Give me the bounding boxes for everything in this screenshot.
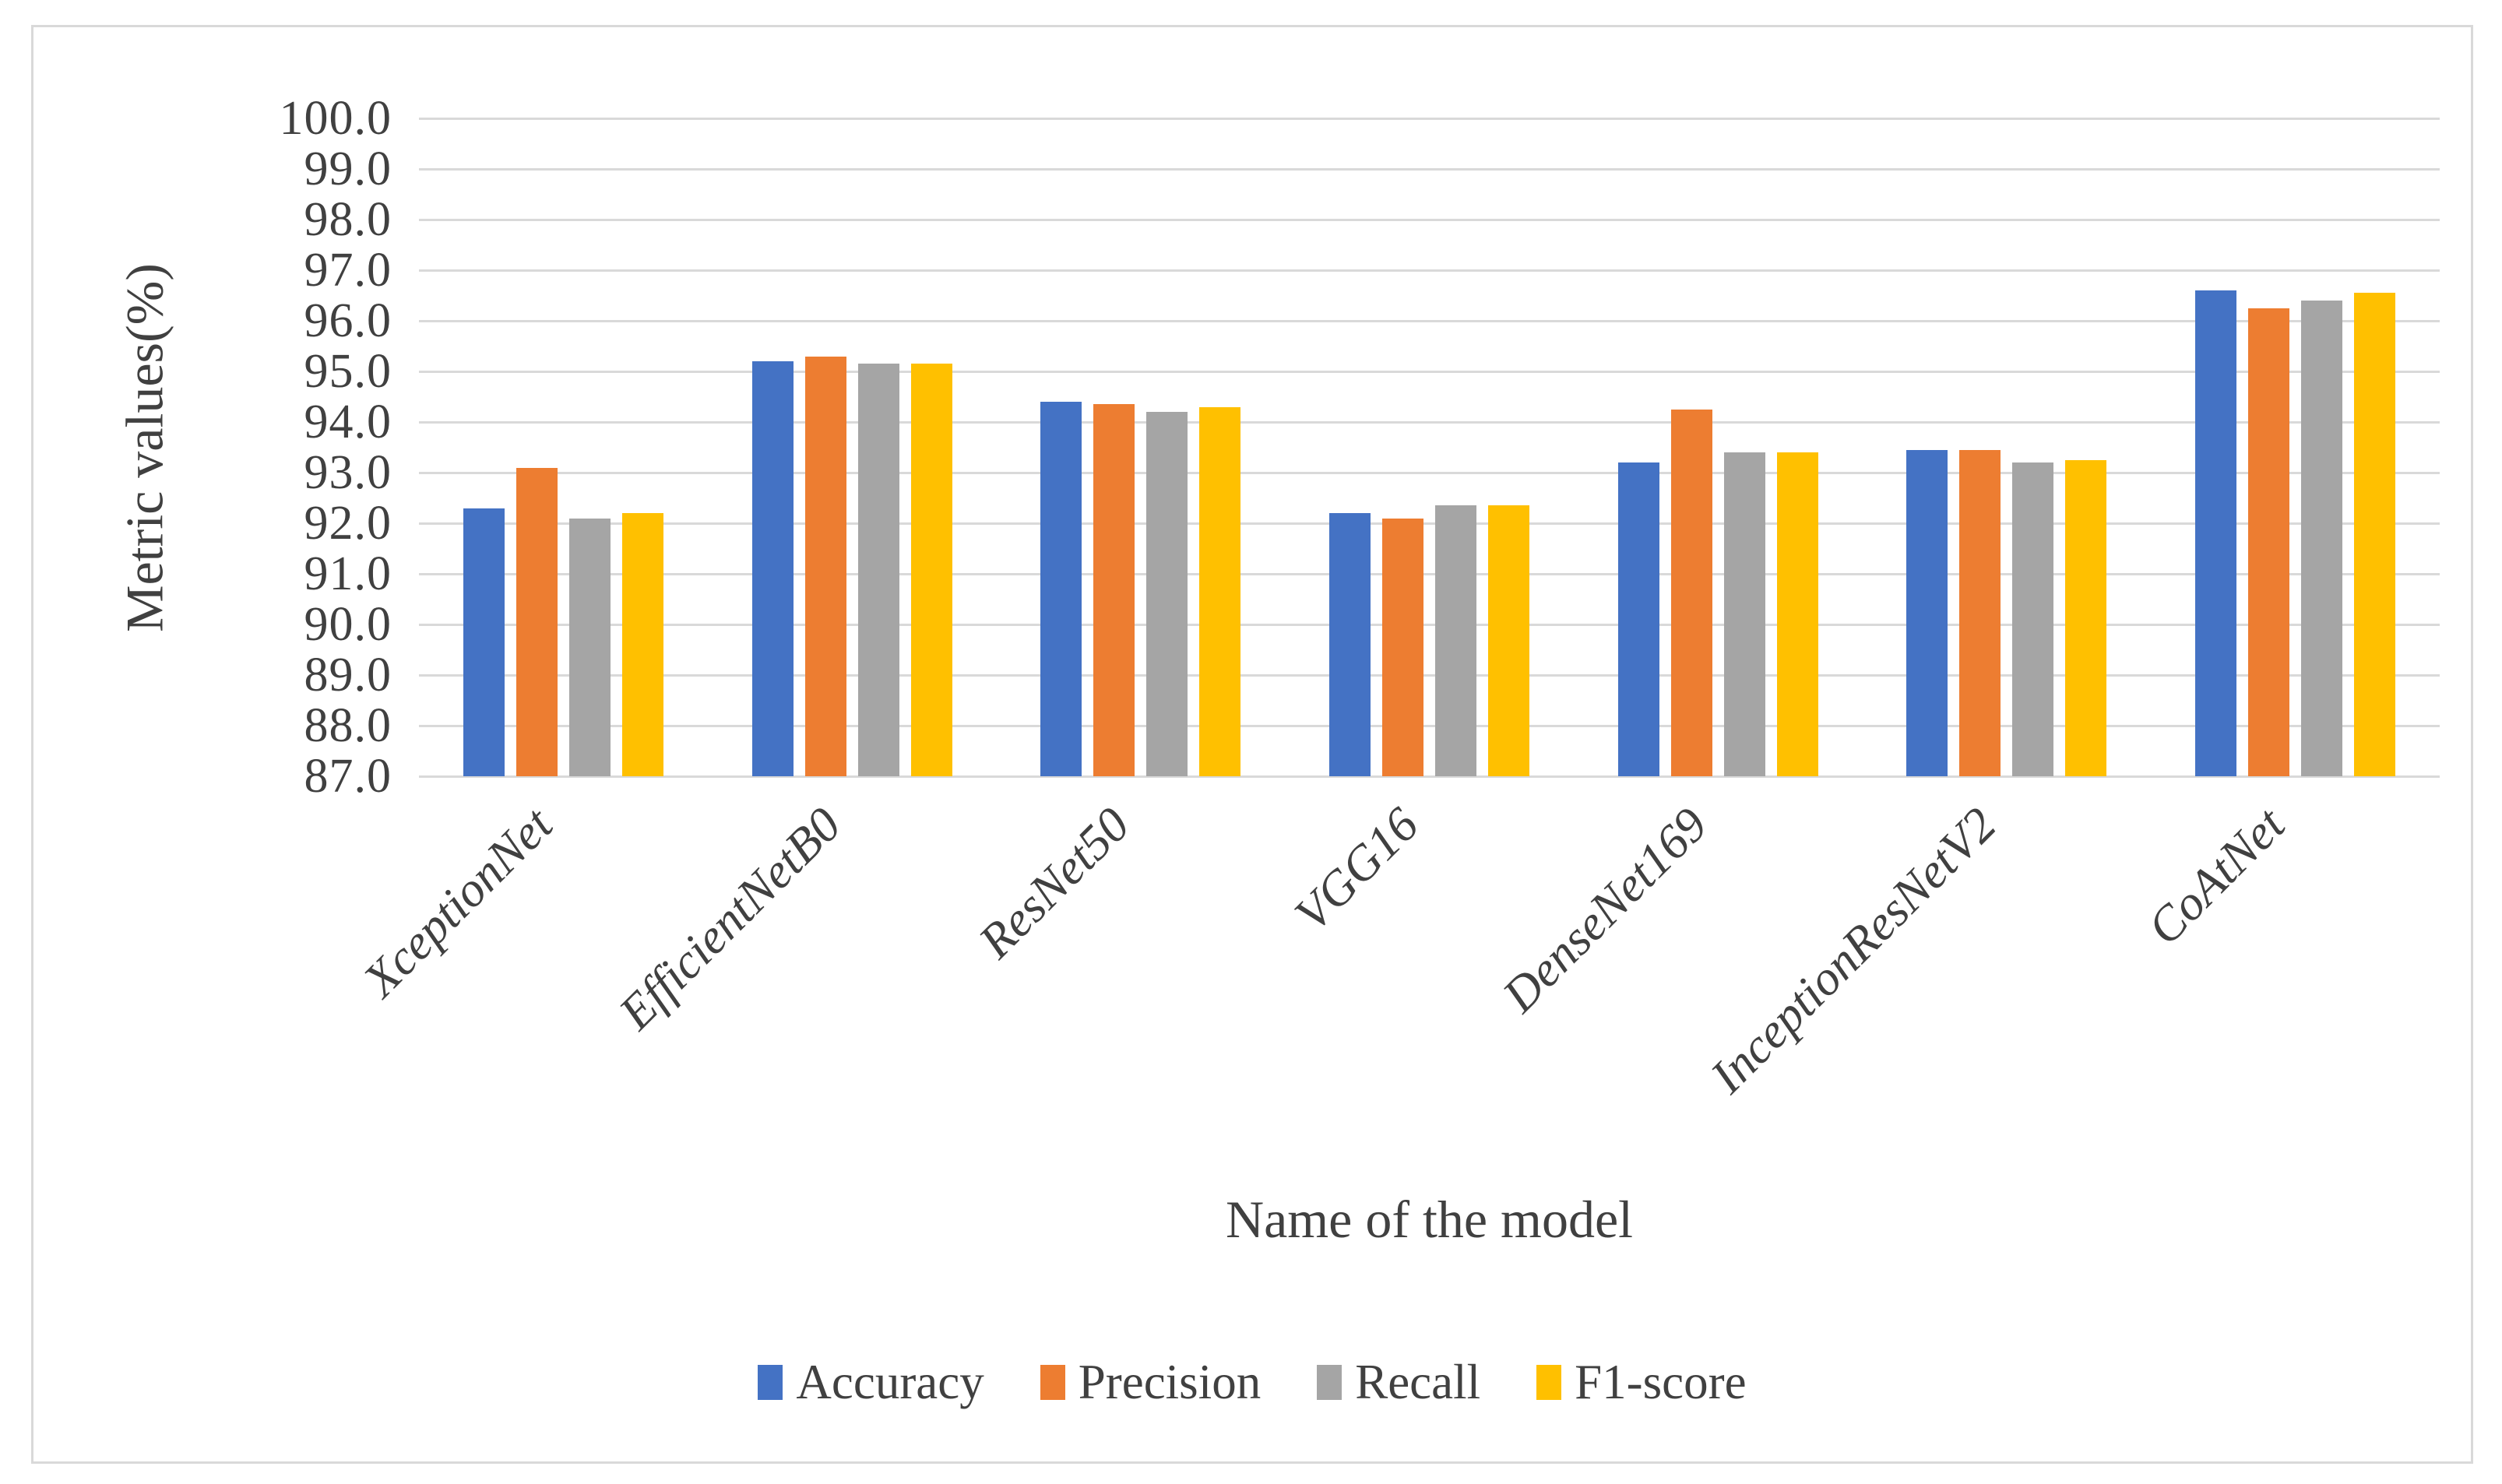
y-tick-label: 96.0 [304, 294, 392, 347]
legend-marker-icon [1536, 1364, 1562, 1400]
plot-area [419, 117, 2440, 778]
gridline [419, 673, 2440, 677]
gridline [419, 319, 2440, 322]
legend-item-f1-score: F1-score [1536, 1355, 1747, 1409]
y-tick-label: 93.0 [304, 446, 392, 499]
y-tick-label: 92.0 [304, 497, 392, 550]
bar-f1-score-inceptionresnetv2 [2065, 459, 2107, 776]
y-tick-label: 97.0 [304, 244, 392, 297]
bar-recall-densenet169 [1723, 452, 1765, 776]
gridline [419, 370, 2440, 373]
bar-recall-coatnet [2301, 301, 2343, 776]
legend-label: Accuracy [796, 1355, 984, 1409]
y-tick-label: 98.0 [304, 193, 392, 246]
legend-label: Recall [1355, 1355, 1481, 1409]
y-tick-label: 94.0 [304, 396, 392, 448]
gridline [419, 623, 2440, 626]
legend-marker-icon [1317, 1364, 1342, 1400]
bar-accuracy-vgg16 [1329, 513, 1371, 776]
legend-label: F1-score [1575, 1355, 1747, 1409]
bar-precision-efficientnetb0 [804, 356, 846, 776]
gridline [419, 218, 2440, 221]
bar-accuracy-densenet169 [1617, 462, 1659, 776]
y-tick-label: 87.0 [304, 750, 392, 803]
bar-precision-inceptionresnetv2 [1959, 449, 2001, 776]
legend-item-precision: Precision [1040, 1355, 1261, 1409]
bar-f1-score-xceptionnet [621, 513, 663, 776]
legend-marker-icon [1040, 1364, 1065, 1400]
y-tick-label: 90.0 [304, 598, 392, 651]
x-axis-title: Name of the model [1225, 1190, 1634, 1249]
bar-precision-densenet169 [1670, 409, 1712, 776]
bar-accuracy-coatnet [2195, 290, 2237, 776]
bar-f1-score-coatnet [2354, 293, 2396, 776]
bar-recall-xceptionnet [568, 518, 611, 776]
gridline [419, 167, 2440, 171]
gridline [419, 471, 2440, 474]
bar-f1-score-efficientnetb0 [910, 364, 952, 776]
bar-accuracy-xceptionnet [463, 508, 505, 776]
bar-recall-resnet50 [1146, 412, 1188, 776]
y-tick-label: 91.0 [304, 547, 392, 600]
bar-f1-score-vgg16 [1488, 505, 1529, 776]
x-category-label: DenseNet169 [1491, 797, 1718, 1023]
bar-accuracy-inceptionresnetv2 [1906, 449, 1948, 776]
bar-precision-xceptionnet [516, 467, 558, 776]
x-category-label: ResNet50 [968, 797, 1141, 969]
bar-accuracy-resnet50 [1040, 402, 1082, 776]
x-category-label: XceptionNet [352, 797, 563, 1008]
x-category-label: EfficientNetB0 [608, 797, 852, 1040]
gridline [419, 420, 2440, 424]
gridline [419, 572, 2440, 575]
bar-precision-vgg16 [1382, 518, 1423, 776]
x-category-label: InceptionResNetV2 [1699, 797, 2007, 1104]
x-category-label: VGG16 [1284, 797, 1429, 942]
legend-marker-icon [758, 1364, 783, 1400]
gridline [419, 724, 2440, 727]
legend: Accuracy Precision Recall F1-score [33, 1355, 2471, 1409]
legend-item-accuracy: Accuracy [758, 1355, 984, 1409]
bar-recall-efficientnetb0 [857, 364, 899, 776]
gridline [419, 269, 2440, 272]
y-tick-label: 95.0 [304, 345, 392, 398]
y-tick-label: 89.0 [304, 649, 392, 702]
bar-precision-resnet50 [1093, 404, 1135, 776]
bar-f1-score-densenet169 [1776, 452, 1818, 776]
x-category-label: CoAtNet [2136, 797, 2295, 955]
y-tick-label: 99.0 [304, 142, 392, 195]
bar-precision-coatnet [2248, 308, 2290, 776]
bar-f1-score-resnet50 [1199, 406, 1241, 776]
legend-label: Precision [1078, 1355, 1262, 1409]
y-tick-label: 88.0 [304, 699, 392, 752]
bar-accuracy-efficientnetb0 [751, 361, 794, 776]
gridline [419, 117, 2440, 120]
chart-frame: Metric values(%) 87.0 88.0 89.0 90.0 91.0 92.… [31, 25, 2473, 1464]
y-tick-label: 100.0 [279, 92, 392, 145]
bar-recall-inceptionresnetv2 [2012, 462, 2054, 776]
legend-item-recall: Recall [1317, 1355, 1480, 1409]
bar-recall-vgg16 [1435, 505, 1476, 776]
x-axis-line [419, 775, 2440, 778]
gridline [419, 522, 2440, 525]
